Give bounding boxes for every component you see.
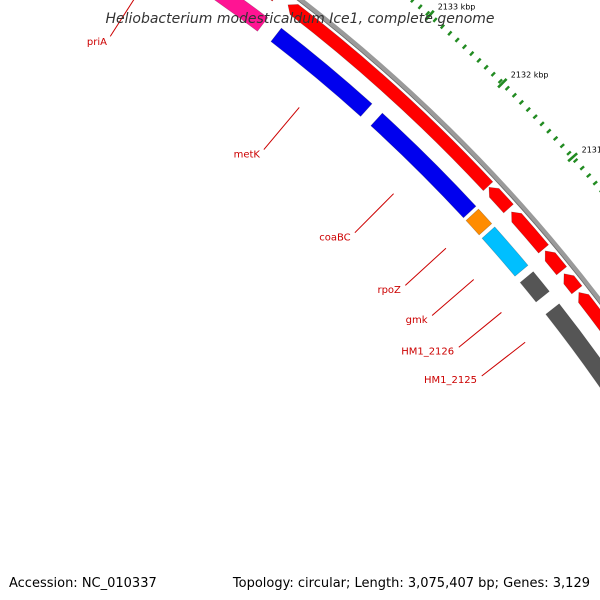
backbone-arc-shadow [296,0,600,306]
gene-label-gmk: gmk [406,315,428,326]
gene-label-leader [354,193,394,234]
ruler-minor-tick [559,143,565,149]
ruler-major-tick [424,9,435,21]
gene-feature-gmk [481,226,529,277]
ruler-minor-tick [572,158,579,164]
ruler-tick-label: 2131 kbp [582,145,600,154]
genome-summary-text: Topology: circular; Length: 3,075,407 bp… [232,576,590,591]
gene-label-leaders: priA metK coaBC rpoZ gmk HM1_2126 HM1_2125 [87,0,526,386]
ruler-minor-tick [518,99,524,105]
ruler-minor-tick [425,10,431,17]
ruler-minor-tick [469,50,475,57]
gene-label-HM1_2125: HM1_2125 [424,375,477,386]
gene-label-leader [481,341,526,377]
gene-feature-metK [270,27,373,117]
ruler-minor-tick [497,78,503,84]
backbone-arc [297,0,600,304]
gene-feature-HM1_2125 [545,303,600,389]
ruler-minor-ticks [410,0,600,193]
ruler-minor-tick [539,121,545,127]
ruler-minor-tick [511,92,518,98]
gene-label-coaBC: coaBC [319,232,350,243]
gene-label-leader [404,247,447,286]
ruler-minor-tick [504,85,510,91]
gene-feature-coaBC [370,112,477,219]
gene-label-leader [431,279,475,316]
ruler-tick-label: 2132 kbp [511,71,549,80]
gene-label-leader [263,107,300,150]
ruler-minor-tick [476,57,482,64]
gene-label-rpoZ: rpoZ [377,285,401,296]
ruler-minor-tick [461,44,468,50]
ruler-minor-tick [552,135,559,142]
accession-text: Accession: NC_010337 [9,576,157,591]
ruler-minor-tick [410,0,415,4]
gene-feature-rpoZ [465,208,493,236]
genome-title: Heliobacterium modesticaldum Ice1, compl… [105,11,494,27]
ruler-minor-tick [532,114,538,120]
gene-feature-cds-fwd-3 [488,186,514,214]
gene-feature-priA [214,0,269,32]
ruler-minor-tick [447,30,453,36]
gene-feature-cds-fwd-7 [578,292,600,332]
ruler-major-tick [567,152,578,163]
gene-feature-cds-fwd-4 [511,211,549,254]
ruler-minor-tick [592,180,598,186]
gene-label-metK: metK [234,150,261,161]
ruler-major-tick [497,78,508,89]
gene-feature-HM1_2126 [519,271,550,303]
ruler-minor-tick [454,37,460,43]
ruler-minor-tick [490,71,496,77]
ruler-minor-tick [439,23,446,30]
ruler-minor-tick [586,172,592,179]
ruler-minor-tick [432,17,438,23]
gene-feature-cds-fwd-6 [563,273,583,295]
gene-label-priA: priA [87,37,107,48]
gene-features [214,0,600,389]
ruler-minor-tick [566,150,572,156]
ruler-minor-tick [525,106,531,113]
gene-feature-cds-fwd-1 [270,0,274,2]
gene-feature-cds-fwd-5 [544,250,568,276]
gene-label-leader [458,312,502,348]
ruler-minor-tick [579,165,585,171]
gene-label-HM1_2126: HM1_2126 [401,347,454,358]
genome-backbone [296,0,600,306]
ruler-minor-tick [417,4,423,10]
ruler-minor-tick [546,128,552,134]
ruler-minor-tick [483,64,489,70]
ruler-tick-label: 2133 kbp [438,2,476,11]
gene-feature-cds-fwd-2 [287,4,494,192]
gene-label-leader [109,0,135,37]
